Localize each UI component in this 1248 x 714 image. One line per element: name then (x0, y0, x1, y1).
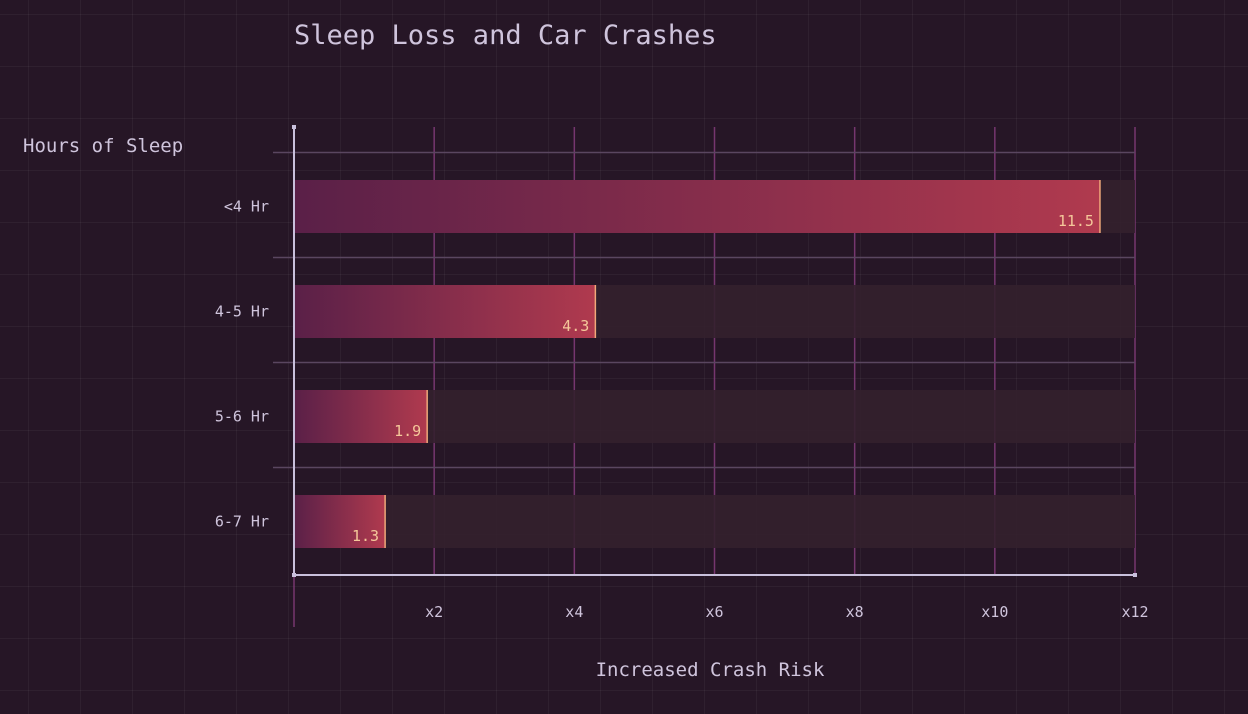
y-tick-label: 5-6 Hr (215, 408, 269, 426)
y-tick-label: 6-7 Hr (215, 513, 269, 531)
data-label: 4.3 (562, 317, 589, 335)
bars (294, 180, 1101, 548)
data-label: 1.9 (394, 422, 421, 440)
bar (294, 495, 386, 548)
axis-endcap (1133, 573, 1137, 577)
bar (294, 390, 428, 443)
bar-track (294, 495, 1135, 548)
x-tick-label: x6 (705, 603, 723, 621)
bar (294, 285, 596, 338)
axis-endcap (292, 125, 296, 129)
data-label: 1.3 (352, 527, 379, 545)
chart-title: Sleep Loss and Car Crashes (294, 20, 717, 51)
bar (294, 180, 1100, 233)
x-tick-label: x8 (846, 603, 864, 621)
y-tick-label: <4 Hr (224, 198, 269, 216)
labels: x2 x4 x6 x8 x10 x12 11.5 <4 Hr 4.3 4-5 Hr 1.9 5-6 H… (215, 198, 1149, 622)
data-label: 11.5 (1058, 212, 1094, 230)
x-tick-label: x10 (981, 603, 1008, 621)
y-axis-title: Hours of Sleep (23, 135, 183, 157)
y-tick-label: 4-5 Hr (215, 303, 269, 321)
axes (292, 125, 1137, 577)
x-tick-label: x2 (425, 603, 443, 621)
x-axis-title: Increased Crash Risk (596, 659, 825, 681)
bar-track (294, 390, 1135, 443)
axis-endcap (292, 573, 296, 577)
x-tick-label: x4 (565, 603, 583, 621)
x-tick-label: x12 (1121, 603, 1148, 621)
